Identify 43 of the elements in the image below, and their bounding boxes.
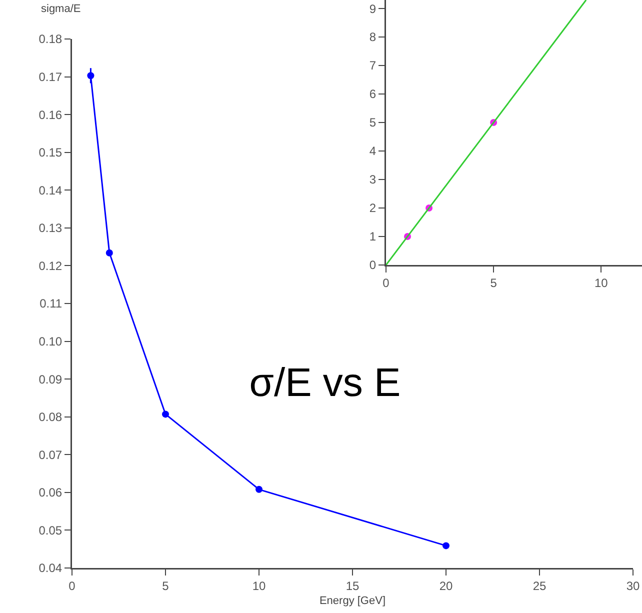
y-tick-label: 4 xyxy=(369,144,376,158)
y-tick-label: 8 xyxy=(369,30,376,44)
y-tick-label: 0.12 xyxy=(38,258,62,273)
y-tick-label: 0.11 xyxy=(40,296,62,311)
y-tick-label: 0 xyxy=(369,258,376,272)
x-axis-title: Energy [GeV] xyxy=(319,594,386,607)
y-tick-label: 0.09 xyxy=(38,372,62,386)
y-tick-label: 0.14 xyxy=(38,183,62,198)
point xyxy=(162,410,169,418)
y-tick-label: 0.17 xyxy=(38,70,62,84)
y-tick-label: 0.06 xyxy=(38,486,62,500)
x-tick-label: 0 xyxy=(382,276,390,290)
y-tick-label: 0.07 xyxy=(38,448,62,462)
y-tick-label: 0.04 xyxy=(38,561,62,576)
x-tick-label: 10 xyxy=(252,578,266,593)
y-tick-label: 6 xyxy=(369,87,376,102)
y-tick-label: 9 xyxy=(369,2,376,16)
x-tick-label: 5 xyxy=(490,276,498,290)
y-tick-label: 0.08 xyxy=(38,410,62,424)
point xyxy=(442,542,450,550)
y-tick-label: 3 xyxy=(369,172,376,187)
y-tick-label: 1 xyxy=(369,230,376,244)
y-tick-label: 0.05 xyxy=(38,523,62,538)
y-tick-label: 7 xyxy=(369,58,376,73)
x-tick-label: 10 xyxy=(594,276,608,290)
point xyxy=(87,72,94,80)
y-tick-label: 0.16 xyxy=(38,108,62,122)
point xyxy=(106,249,113,256)
y-tick-label: 0.18 xyxy=(38,32,62,46)
y-tick-label: 0.15 xyxy=(38,146,62,160)
y-axis-title: sigma/E xyxy=(41,3,81,15)
x-tick-label: 30 xyxy=(626,578,640,593)
y-tick-label: 0.13 xyxy=(38,221,62,236)
x-tick-label: 0 xyxy=(68,578,76,593)
x-tick-label: 15 xyxy=(346,578,360,593)
x-tick-label: 20 xyxy=(439,578,453,593)
y-tick-label: 5 xyxy=(369,116,376,130)
text: σ/E vs E xyxy=(249,361,401,405)
x-tick-label: 25 xyxy=(532,578,546,593)
y-tick-label: 0.10 xyxy=(38,334,62,348)
x-tick-label: 5 xyxy=(162,578,170,593)
point xyxy=(256,486,262,493)
y-tick-label: 2 xyxy=(369,201,376,216)
